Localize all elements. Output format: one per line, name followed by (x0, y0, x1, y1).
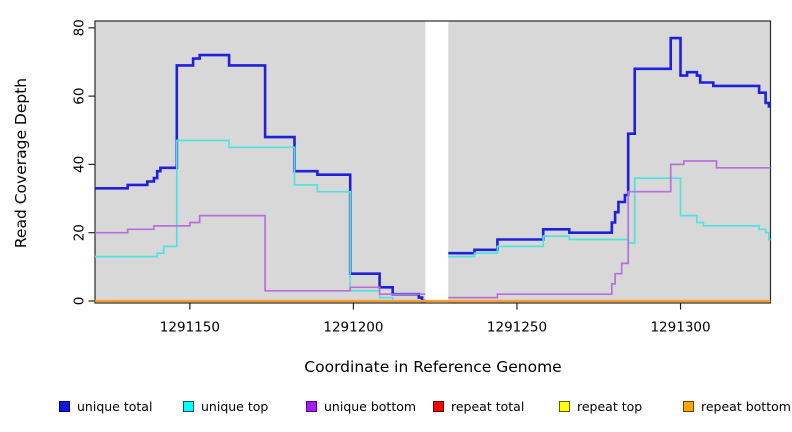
legend-swatch-icon (433, 400, 444, 412)
legend-item-repeat-total: repeat total (433, 398, 525, 414)
legend-item-repeat-bottom: repeat bottom (683, 398, 791, 414)
x-axis-title: Coordinate in Reference Genome (304, 358, 562, 376)
y-axis-title: Read Coverage Depth (12, 77, 30, 249)
legend-label: repeat total (451, 398, 525, 414)
y-tick-label: 40 (72, 156, 88, 173)
legend-item-unique-top: unique top (183, 398, 269, 414)
x-tick-label: 1291200 (323, 320, 383, 336)
y-tick-label: 60 (72, 88, 88, 105)
legend-label: unique bottom (324, 398, 417, 414)
y-tick-label: 20 (72, 224, 88, 241)
series-line-unique-bottom (448, 160, 771, 299)
legend-label: unique total (77, 398, 153, 414)
series-line-unique-top (448, 177, 771, 258)
series-line-unique-total (95, 53, 426, 303)
legend-item-unique-total: unique total (59, 398, 153, 414)
legend-label: repeat bottom (701, 398, 791, 414)
legend-label: repeat top (577, 398, 643, 414)
legend-item-repeat-top: repeat top (559, 398, 643, 414)
missing-data-gap (425, 21, 449, 303)
legend-swatch-icon (306, 400, 317, 412)
legend-swatch-icon (59, 400, 70, 412)
legend-swatch-icon (683, 400, 694, 412)
legend-label: unique top (201, 398, 269, 414)
legend-swatch-icon (559, 400, 570, 412)
series-line-unique-top (95, 139, 426, 302)
y-tick-label: 0 (72, 297, 88, 306)
x-tick-label: 1291150 (160, 320, 220, 336)
x-tick-label: 1291250 (487, 320, 547, 336)
legend-item-unique-bottom: unique bottom (306, 398, 417, 414)
plot-frame (94, 20, 772, 304)
legend-swatch-icon (183, 400, 194, 412)
y-tick-label: 80 (72, 19, 88, 36)
x-tick-label: 1291300 (650, 320, 710, 336)
series-line-unique-total (448, 36, 771, 255)
series-line-unique-bottom (95, 214, 426, 296)
